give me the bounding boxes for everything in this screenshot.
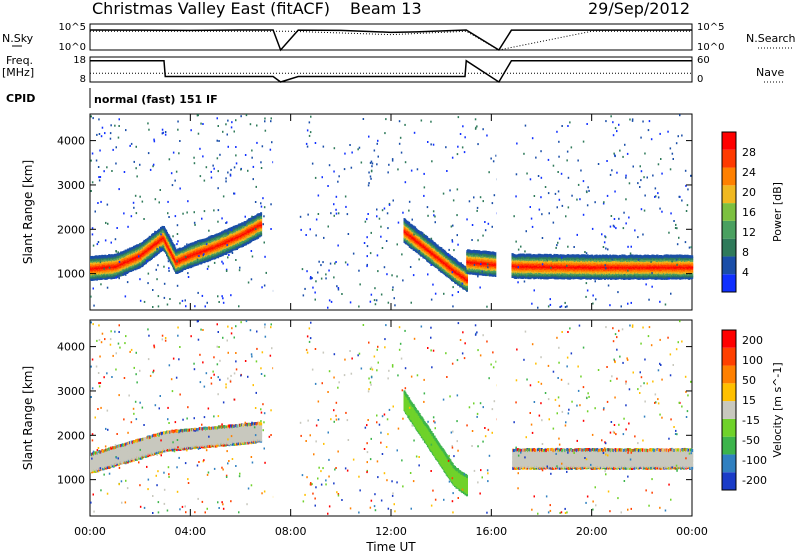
nsearch-tick-top: 10^5 [697,22,724,33]
freq-tick-top: 18 [73,55,86,66]
series-line-nsky [89,29,693,52]
scatter-cell [466,274,468,278]
scatter-cell [426,236,429,240]
scatter-cell [260,224,263,228]
top-panel-lines [89,29,693,84]
scatter-cell [466,284,468,288]
figure-title: Christmas Valley East (fitACF) [92,0,330,18]
nsearch-label: N.Search [746,32,796,45]
nsky-label: N.Sky [2,32,34,45]
mode-label: normal (fast) 151 IF [94,93,218,106]
nave-tick-top: 60 [697,55,710,66]
power-scatter [90,114,694,309]
scatter-cell [170,240,173,244]
nave-tick-bottom: 0 [697,74,703,85]
scatter-cell [168,235,171,239]
scatter-cell [460,262,462,266]
scatter-cell [260,212,263,216]
nsky-panel-frame [89,23,693,51]
scatter-cell [466,282,468,286]
nsky-tick-bottom: 10^0 [59,42,86,53]
scatter-cell [260,232,263,236]
freq-label: Freq. [6,54,33,67]
scatter-cell [163,227,166,231]
scatter-cell [260,223,263,227]
scatter-cell [260,221,263,225]
scatter-cell [408,221,411,225]
nsky-tick-top: 10^5 [59,22,86,33]
date-label: 29/Sep/2012 [588,0,690,18]
scatter-cell [260,217,263,221]
series-line-nsearch [90,30,692,51]
freq-panel-frame [89,56,693,83]
scatter-cell [436,244,439,248]
scatter-cell [260,216,263,219]
nave-label: Nave [756,66,784,79]
freq-unit-label: [MHz] [2,66,34,79]
scatter-cell [174,247,177,251]
series-line-freq [90,59,692,84]
nsearch-tick-bottom: 10^0 [697,42,724,53]
cpid-label: CPID [6,92,35,105]
scatter-cell [466,279,468,283]
scatter-cell [466,287,468,291]
scatter-cell [466,276,468,280]
scatter-cell [421,232,424,236]
power-panel-frame [89,113,693,311]
scatter-cell [165,229,168,233]
freq-tick-bottom: 8 [80,74,86,85]
beam-label: Beam 13 [350,0,422,18]
scatter-cell [466,278,468,282]
scatter-cell [163,226,165,229]
scatter-cell [166,231,168,235]
scatter-cell [260,228,263,232]
